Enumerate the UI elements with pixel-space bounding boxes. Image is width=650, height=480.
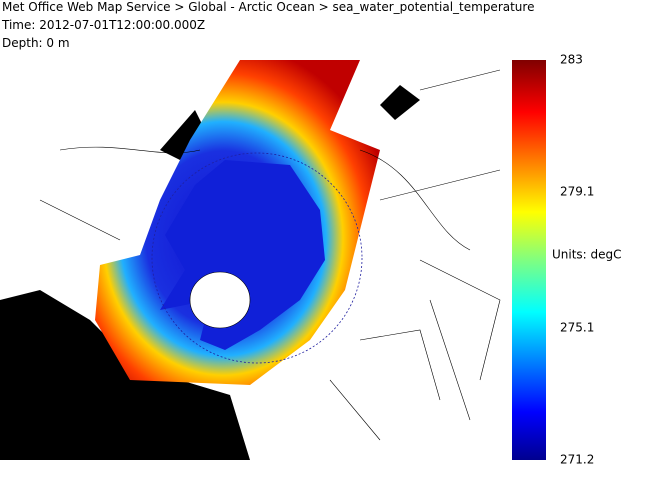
land-mask xyxy=(160,110,205,160)
land-mask xyxy=(0,290,250,460)
depth: Depth: 0 m xyxy=(2,36,70,50)
time: Time: 2012-07-01T12:00:00.000Z xyxy=(2,18,206,32)
colorbar-tick-label: 275.1 xyxy=(560,320,594,334)
graticule xyxy=(151,152,363,364)
colorbar-tick-label: 271.2 xyxy=(560,453,594,467)
coastline xyxy=(39,69,501,441)
title: Met Office Web Map Service > Global - Ar… xyxy=(2,0,535,14)
colorbar-tick-label: 283 xyxy=(560,53,583,67)
land-mask xyxy=(380,85,420,120)
colorbar-ticks: 283 279.1 275.1 271.2 xyxy=(560,53,594,467)
map-area xyxy=(0,60,501,460)
colorbar-units: Units: degC xyxy=(552,248,622,262)
colorbar xyxy=(512,60,546,460)
greenland xyxy=(189,271,251,329)
colorbar-tick-label: 279.1 xyxy=(560,185,594,199)
cold-water xyxy=(160,160,325,350)
